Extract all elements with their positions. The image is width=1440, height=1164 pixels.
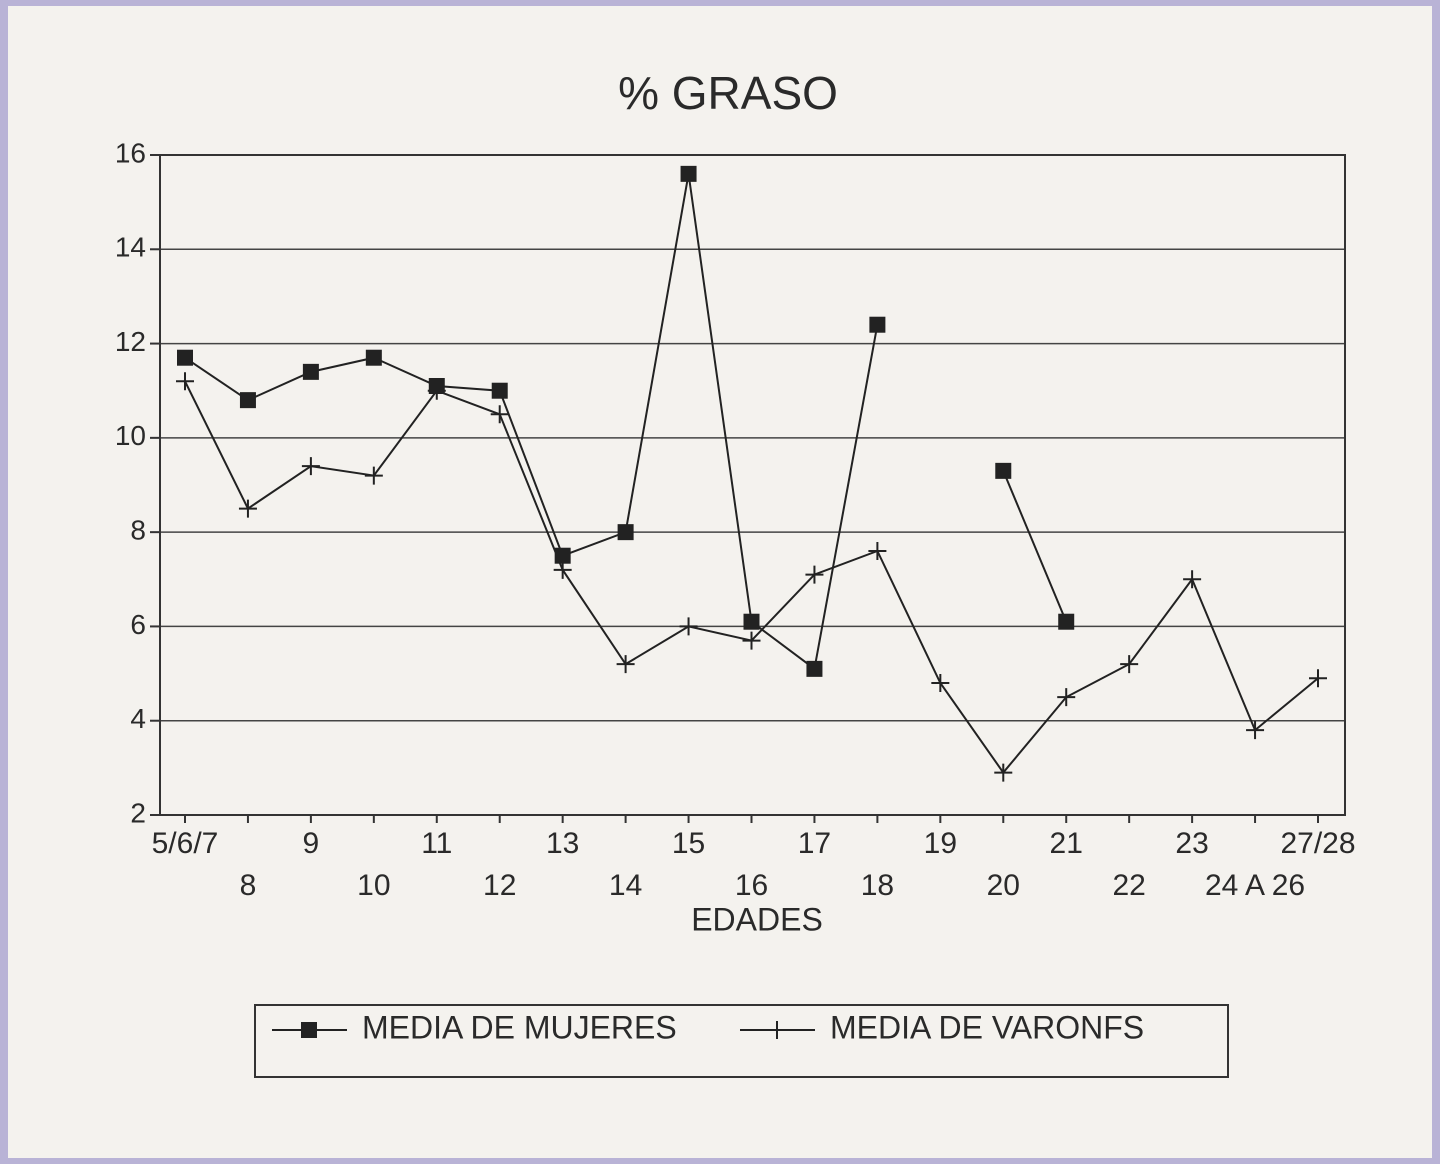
- marker: [364, 466, 383, 485]
- marker: [1057, 688, 1076, 707]
- marker: [931, 674, 950, 692]
- paper: [8, 6, 1432, 1158]
- x-tick-label: 20: [987, 869, 1020, 902]
- marker: [176, 372, 194, 391]
- marker: [805, 565, 824, 584]
- marker: [994, 763, 1013, 782]
- x-tick-label: 22: [1112, 869, 1145, 902]
- y-tick-label: 2: [130, 797, 146, 828]
- marker: [553, 560, 572, 579]
- marker: [238, 499, 257, 518]
- marker: [1246, 721, 1265, 740]
- marker: [1309, 669, 1327, 688]
- x-tick-label: 16: [735, 869, 768, 902]
- marker: [768, 1021, 786, 1039]
- marker: [1120, 655, 1139, 674]
- x-tick-label: 18: [861, 869, 894, 902]
- legend-label: MEDIA DE MUJERES: [362, 1009, 677, 1045]
- marker: [491, 382, 508, 399]
- y-tick-label: 14: [115, 232, 146, 263]
- marker: [302, 363, 319, 380]
- x-tick-label: 10: [357, 869, 390, 902]
- y-tick-label: 6: [130, 609, 146, 640]
- marker: [1183, 570, 1202, 589]
- y-tick-label: 10: [115, 420, 146, 451]
- y-tick-label: 12: [115, 326, 146, 357]
- marker: [490, 405, 509, 424]
- x-tick-label: 23: [1175, 827, 1208, 860]
- x-tick-label: 15: [672, 827, 705, 860]
- x-tick-label: 11: [421, 827, 452, 860]
- marker: [806, 660, 823, 677]
- x-tick-label: 14: [609, 869, 642, 902]
- marker: [869, 316, 886, 333]
- x-tick-label: 19: [924, 827, 957, 860]
- marker: [365, 349, 382, 366]
- marker: [301, 457, 320, 476]
- x-tick-label: 21: [1050, 827, 1083, 860]
- x-tick-label: 24 A 26: [1205, 869, 1305, 902]
- marker: [680, 165, 697, 182]
- chart-title: % GRASO: [618, 67, 838, 119]
- marker: [239, 392, 256, 409]
- marker: [177, 349, 193, 366]
- marker: [743, 613, 760, 630]
- marker: [995, 462, 1012, 479]
- y-tick-label: 16: [115, 137, 146, 168]
- marker: [868, 542, 887, 560]
- y-tick-label: 8: [130, 515, 146, 546]
- x-tick-label: 12: [483, 869, 516, 902]
- marker: [616, 655, 635, 674]
- x-tick-label: 17: [798, 827, 831, 860]
- legend-box: [254, 1004, 1229, 1078]
- x-axis-label: EDADES: [691, 901, 823, 937]
- marker: [679, 617, 698, 636]
- marker: [427, 381, 446, 400]
- legend-label: MEDIA DE VARONFS: [830, 1009, 1144, 1045]
- marker: [742, 631, 761, 650]
- x-tick-label: 8: [240, 869, 257, 902]
- x-tick-label: 27/28: [1280, 827, 1355, 860]
- x-tick-label: 13: [546, 827, 579, 860]
- x-tick-label: 9: [303, 827, 320, 860]
- marker: [301, 1022, 317, 1038]
- marker: [617, 524, 634, 541]
- marker: [1058, 613, 1075, 630]
- x-tick-label: 5/6/7: [152, 827, 219, 860]
- y-tick-label: 4: [130, 703, 146, 734]
